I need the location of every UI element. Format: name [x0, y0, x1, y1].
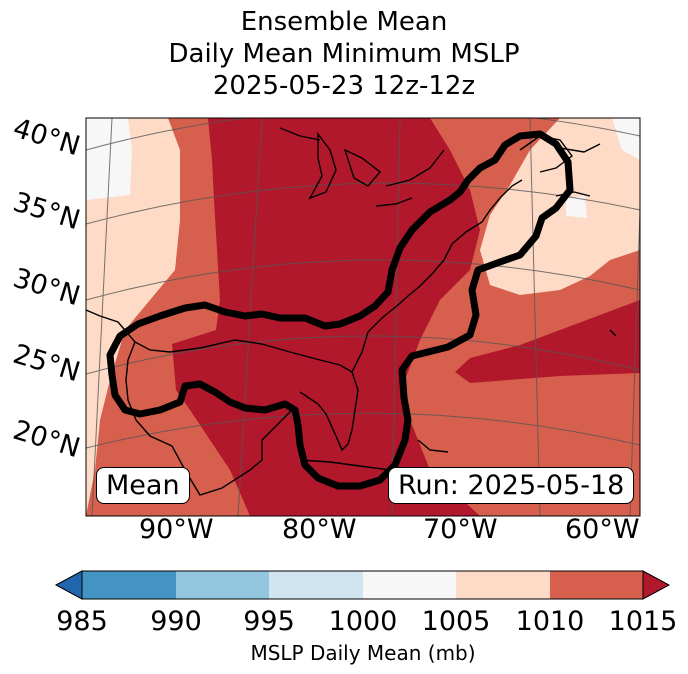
mean-label-box: Mean: [96, 467, 190, 504]
ensemble-contour: [106, 130, 574, 490]
colorbar-tick-990: 990: [150, 606, 202, 637]
pressure-field-995-1000-patch: [566, 196, 587, 218]
colorbar-tick-985: 985: [56, 606, 108, 637]
lon-label-70w: 70°W: [423, 514, 498, 545]
colorbar: [54, 570, 671, 600]
colorbar-bin-1000-1005: [363, 571, 456, 599]
colorbar-tick-1000: 1000: [328, 606, 398, 637]
colorbar-extend-low: [54, 570, 83, 600]
colorbar-tick-1015: 1015: [608, 606, 678, 637]
colorbar-tick-1010: 1010: [515, 606, 585, 637]
colorbar-bin-1010-1015: [550, 571, 643, 599]
lon-label-90w: 90°W: [139, 514, 214, 545]
title-line-2: Daily Mean Minimum MSLP: [168, 39, 520, 69]
colorbar-label: MSLP Daily Mean (mb): [250, 641, 476, 665]
lon-label-60w: 60°W: [565, 514, 640, 545]
pressure-field-995-1000-northeast: [612, 118, 640, 160]
colorbar-tick-1005: 1005: [421, 606, 491, 637]
colorbar-bin-995-1000: [269, 571, 363, 599]
map-frame: [85, 117, 641, 517]
lon-label-80w: 80°W: [282, 514, 357, 545]
run-label-box: Run: 2025-05-18: [388, 467, 635, 504]
colorbar-bin-990-995: [176, 571, 269, 599]
colorbar-tick-995: 995: [243, 606, 295, 637]
pressure-field-995-1000-west: [86, 118, 132, 200]
colorbar-bin-985-990: [82, 571, 176, 599]
colorbar-extend-high: [642, 570, 671, 600]
title-line-1: Ensemble Mean: [240, 7, 448, 37]
colorbar-bin-1005-1010: [456, 571, 550, 599]
coastlines: [86, 127, 617, 496]
title-line-3: 2025-05-23 12z-12z: [212, 71, 476, 101]
